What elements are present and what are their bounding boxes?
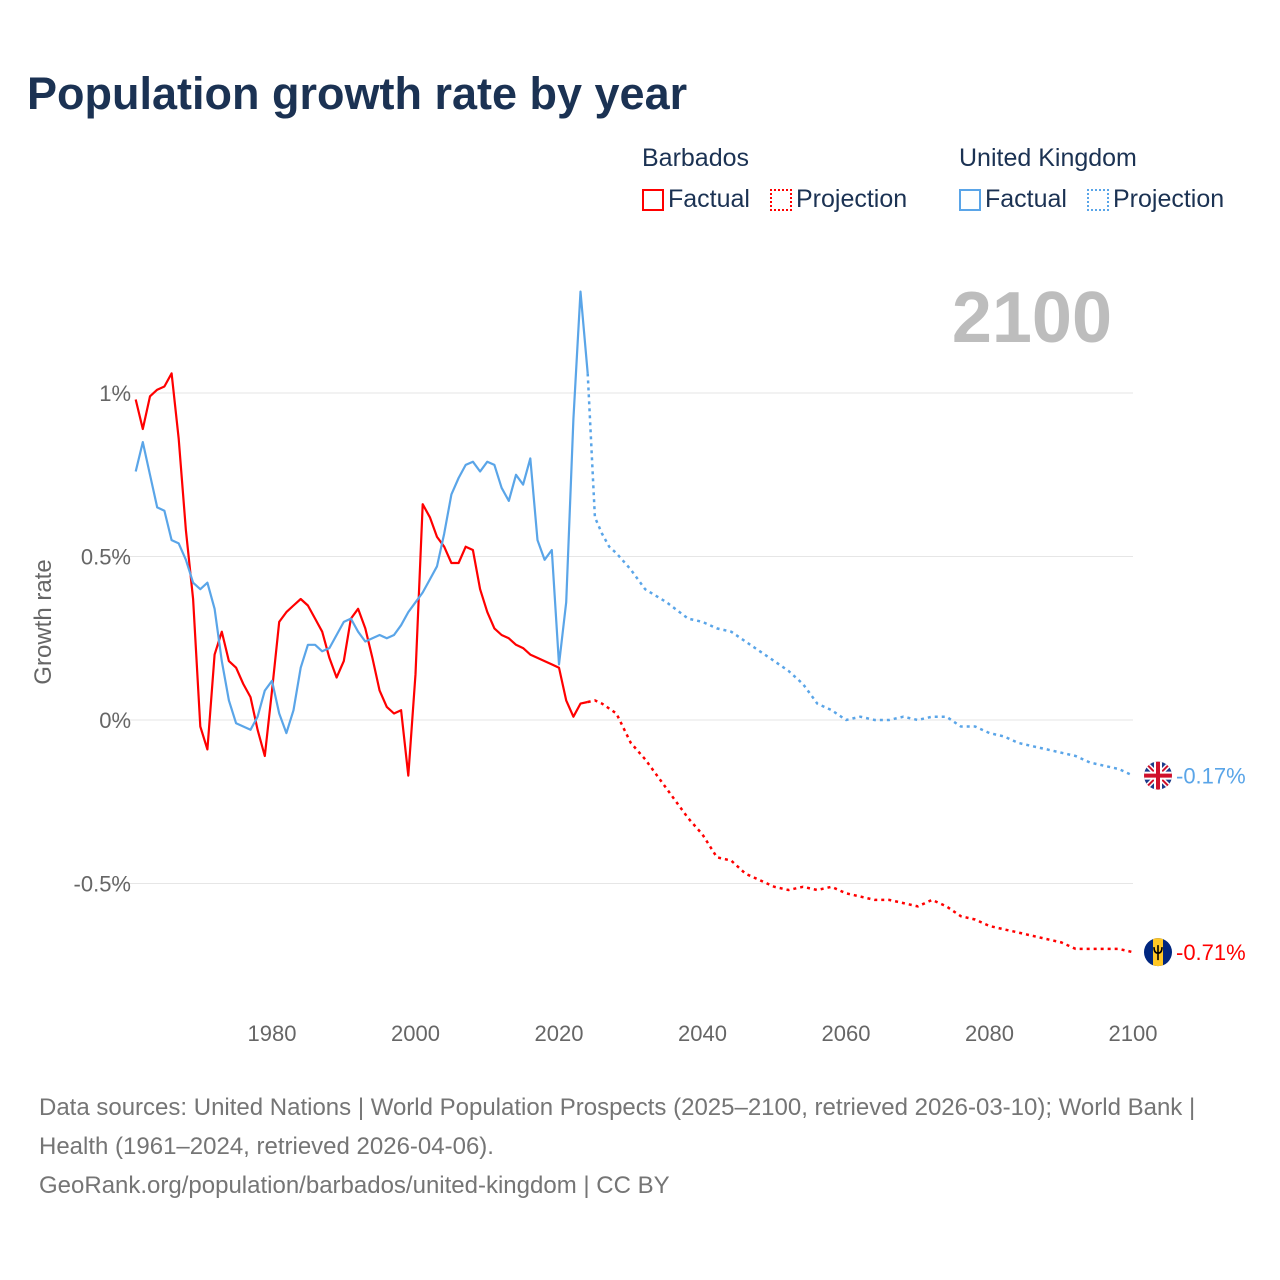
legend-barbados: Barbados Factual Projection bbox=[642, 144, 923, 214]
series-line-united-kingdom-projection bbox=[586, 373, 1134, 777]
legend-label: Factual bbox=[668, 185, 750, 213]
x-tick-label: 2000 bbox=[391, 1021, 440, 1046]
x-tick-label: 2080 bbox=[965, 1021, 1014, 1046]
footer: Data sources: United Nations | World Pop… bbox=[39, 1088, 1239, 1205]
series-line-united-kingdom-factual bbox=[134, 290, 589, 735]
uk-end-value-label: -0.17% bbox=[1176, 764, 1246, 789]
series-line-barbados-factual bbox=[134, 372, 588, 777]
chart-title: Population growth rate by year bbox=[27, 68, 688, 119]
legend-uk: United Kingdom Factual Projection bbox=[959, 144, 1240, 214]
x-tick-label: 1980 bbox=[248, 1021, 297, 1046]
credit-link[interactable]: GeoRank.org/population/barbados/united-k… bbox=[39, 1172, 670, 1199]
barbados-flag-icon bbox=[1144, 938, 1172, 967]
legend-swatch-dotted bbox=[769, 188, 792, 211]
legend-label: Projection bbox=[795, 185, 908, 213]
x-tick-label: 2060 bbox=[822, 1021, 871, 1046]
y-tick-label: 0% bbox=[99, 708, 131, 733]
barbados-end-value-label: -0.71% bbox=[1176, 940, 1246, 965]
x-tick-label: 2040 bbox=[678, 1021, 727, 1046]
uk-flag-icon bbox=[1144, 761, 1172, 790]
legend-swatch-solid bbox=[642, 188, 664, 211]
legend-label: Factual bbox=[985, 185, 1067, 213]
legend-group-label: Barbados bbox=[642, 144, 750, 172]
legend-swatch-dotted bbox=[1086, 188, 1109, 211]
legend-item-uk-projection[interactable]: Projection bbox=[1086, 185, 1225, 214]
year-indicator: 2100 bbox=[952, 278, 1112, 358]
legend-item-barbados-factual[interactable]: Factual bbox=[642, 185, 750, 214]
y-tick-label: 0.5% bbox=[81, 545, 131, 570]
legend-group-label: United Kingdom bbox=[959, 144, 1137, 172]
data-sources: Data sources: United Nations | World Pop… bbox=[39, 1094, 1196, 1160]
y-tick-label: 1% bbox=[99, 381, 131, 406]
legend-swatch-solid bbox=[959, 188, 981, 211]
x-tick-label: 2020 bbox=[535, 1021, 584, 1046]
series-line-barbados-projection bbox=[587, 699, 1134, 954]
y-tick-label: -0.5% bbox=[74, 872, 131, 897]
legend-label: Projection bbox=[1112, 185, 1225, 213]
x-tick-label: 2100 bbox=[1109, 1021, 1158, 1046]
y-axis-label: Growth rate bbox=[30, 559, 57, 684]
legend-item-uk-factual[interactable]: Factual bbox=[959, 185, 1067, 214]
legend-item-barbados-projection[interactable]: Projection bbox=[769, 185, 908, 214]
